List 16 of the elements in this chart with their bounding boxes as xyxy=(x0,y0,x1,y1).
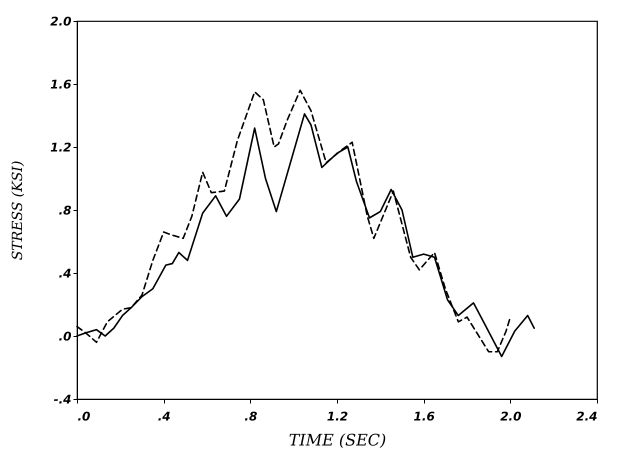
y-tick-label: .8 xyxy=(58,204,72,218)
x-axis-title: TIME (SEC) xyxy=(288,430,386,450)
x-tick-label: .4 xyxy=(158,410,171,424)
y-tick-label: 1.6 xyxy=(50,78,72,92)
y-tick-label: .4 xyxy=(58,266,72,280)
y-tick-label: .0 xyxy=(58,330,72,344)
y-tick-label: 2.0 xyxy=(50,14,72,28)
x-tick-label: 2.0 xyxy=(500,410,522,424)
x-tick-label: 1.6 xyxy=(414,410,435,424)
x-tick-label: .0 xyxy=(78,410,90,424)
x-tick-label: 1.2 xyxy=(326,410,348,424)
x-tick-label: .8 xyxy=(244,410,258,424)
x-tick-label: 2.4 xyxy=(576,410,598,424)
y-tick-label: -.4 xyxy=(54,392,72,406)
y-axis-title: STRESS (KSI) xyxy=(10,160,26,260)
y-tick-label: 1.2 xyxy=(50,140,72,154)
